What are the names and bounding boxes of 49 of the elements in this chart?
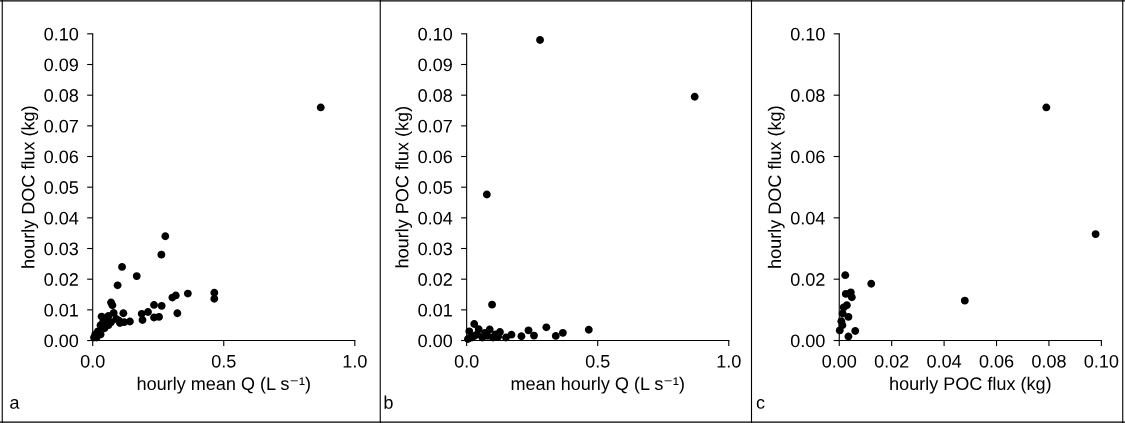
x-tick-label: 0.04 [927,354,962,368]
y-tick-label: 0.10 [418,27,453,41]
y-tick-label: 0.03 [44,242,79,256]
x-tick-label: 0.00 [822,354,857,368]
x-tick-label: 0.06 [979,354,1014,368]
y-tick-label: 0.03 [418,242,452,256]
y-tick-label: 0.00 [418,334,453,348]
text: a [10,398,20,409]
x-tick-label: 0.10 [1084,354,1119,368]
y-axis-title: hourly DOC flux (kg) [21,106,39,268]
y-tick-label: 0.05 [44,181,79,194]
x-tick-label: 1.0 [717,354,741,368]
x-tick-label: 0.02 [874,354,909,368]
x-tick-label: 0.0 [454,354,479,368]
y-tick-label: 0.09 [418,58,452,72]
y-tick-label: 0.07 [418,119,452,133]
y-tick-label: 0.01 [44,303,78,317]
text: b [384,395,393,409]
x-axis-title: mean hourly Q (L s⁻¹) [511,376,684,394]
y-tick-label: 0.08 [44,89,79,102]
y-tick-label: 0.08 [418,89,452,102]
y-tick-label: 0.06 [44,150,79,164]
y-tick-label: 0.09 [44,58,78,72]
y-tick-label: 0.00 [790,334,825,348]
y-tick-label: 0.06 [790,150,825,164]
x-axis-title: hourly mean Q (L s⁻¹) [137,376,310,394]
x-tick-label: 0.0 [80,354,105,368]
y-tick-label: 0.02 [418,273,452,286]
y-tick-label: 0.04 [44,211,79,225]
y-tick-label: 0.07 [44,119,78,133]
x-tick-label: 1.0 [343,354,367,368]
x-tick-label: 0.5 [211,354,236,368]
y-tick-label: 0.00 [44,334,79,348]
y-axis-title: hourly DOC flux (kg) [767,106,785,268]
y-tick-label: 0.01 [418,303,452,317]
text: c [756,398,765,409]
x-tick-label: 0.08 [1032,354,1066,368]
y-tick-label: 0.02 [44,273,78,286]
y-tick-label: 0.05 [418,181,453,194]
y-tick-label: 0.06 [418,150,452,164]
y-axis-title: hourly POC flux (kg) [395,107,413,268]
x-tick-label: 0.5 [585,354,610,368]
y-tick-label: 0.04 [418,211,453,225]
y-tick-label: 0.10 [44,27,79,41]
y-tick-label: 0.08 [790,89,825,102]
y-tick-label: 0.10 [790,27,825,41]
y-tick-label: 0.02 [790,273,825,286]
y-tick-label: 0.04 [790,211,825,225]
x-axis-title: hourly POC flux (kg) [890,376,1051,394]
